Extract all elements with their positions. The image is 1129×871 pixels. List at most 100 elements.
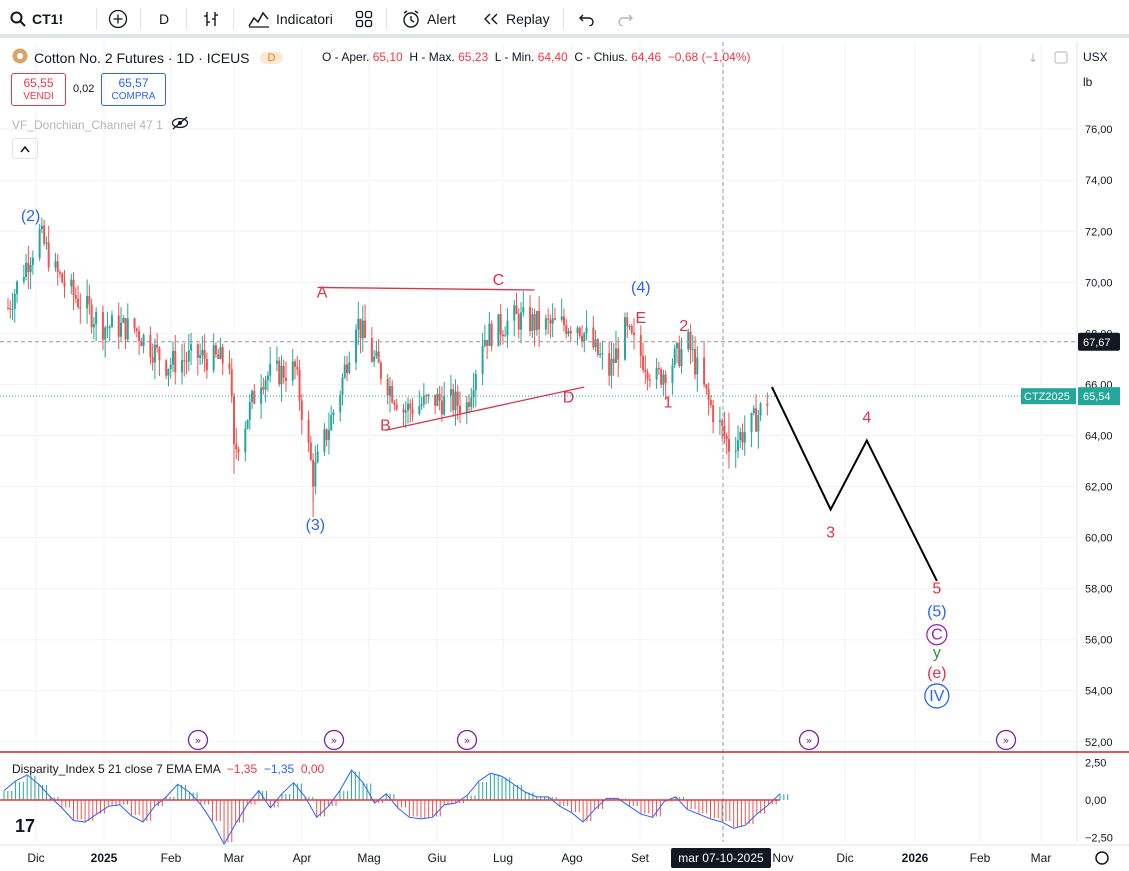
chart-type-button[interactable] — [202, 7, 220, 31]
replay-button[interactable]: Replay — [482, 7, 550, 31]
x-tick-label: Mag — [357, 851, 380, 865]
candle-body — [755, 408, 758, 432]
candle-body — [515, 305, 518, 314]
indicators-label: Indicatori — [276, 11, 333, 27]
candle-body — [124, 318, 127, 340]
candle-body — [553, 318, 556, 320]
currency-selector[interactable]: USX — [1083, 50, 1108, 64]
buy-price: 65,57 — [118, 76, 149, 90]
candle-body — [58, 272, 61, 274]
chevron-up-icon — [20, 142, 30, 156]
chart-background — [0, 42, 1129, 871]
collapse-legend-button[interactable] — [12, 138, 38, 159]
candle-body — [327, 430, 330, 441]
wave-label-circle — [926, 624, 948, 646]
candle-body — [291, 361, 294, 381]
disparity-value-2: −1,35 — [263, 762, 295, 776]
candle-body — [278, 360, 281, 385]
templates-icon — [355, 10, 373, 28]
candle-body — [443, 395, 446, 415]
buy-label: COMPRA — [111, 91, 156, 102]
y-tick-label: 70,00 — [1085, 277, 1113, 289]
candle-body — [549, 319, 552, 324]
candle-body — [578, 327, 581, 336]
candle-body — [133, 318, 136, 329]
candle-body — [7, 307, 9, 309]
wave-label: D — [563, 389, 575, 406]
wave-label: (5) — [927, 604, 947, 621]
templates-button[interactable] — [355, 7, 373, 31]
candle-body — [691, 349, 694, 351]
crosshair-date-tag — [671, 848, 771, 868]
candle-body — [149, 335, 152, 358]
candle-body — [551, 318, 554, 324]
candle-body — [520, 312, 523, 330]
undo-button[interactable] — [578, 7, 596, 31]
ohlc-close-label: C - Chius. — [574, 50, 628, 64]
candle-body — [357, 318, 360, 330]
interval-button[interactable]: D — [159, 7, 169, 31]
candle-body — [361, 320, 364, 339]
ohlc-high-label: H - Max. — [409, 50, 455, 64]
candle-body — [562, 316, 565, 326]
candle-body — [449, 389, 452, 396]
toolbar-divider — [563, 8, 564, 30]
candle-body — [581, 335, 584, 342]
candle-body — [332, 412, 335, 416]
wave-label: 2 — [679, 318, 688, 335]
candle-body — [617, 348, 620, 360]
indicators-button[interactable]: Indicatori — [248, 7, 333, 31]
candle-body — [456, 391, 459, 406]
candle-body — [88, 295, 91, 305]
candle-body — [427, 394, 430, 397]
ohlc-low-label: L - Min. — [494, 50, 535, 64]
candle-body — [79, 307, 82, 309]
candle-body — [404, 410, 407, 413]
candle-body — [201, 350, 204, 356]
candle-body — [486, 339, 489, 346]
candle-body — [217, 354, 220, 359]
buy-button[interactable]: 65,57 COMPRA — [101, 73, 166, 106]
event-marker-icon — [995, 729, 1017, 751]
candle-body — [31, 257, 34, 265]
candle-body — [165, 360, 168, 376]
x-tick-label: 2026 — [902, 851, 929, 865]
candle-body — [736, 440, 739, 451]
sell-button[interactable]: 65,55 VENDI — [11, 73, 66, 106]
candle-body — [377, 351, 380, 363]
unit-selector[interactable]: lb — [1083, 75, 1093, 89]
candle-body — [391, 386, 394, 403]
y-tick-label: 74,00 — [1085, 175, 1113, 187]
disparity-legend[interactable]: Disparity_Index 5 21 close 7 EMA EMA −1,… — [12, 762, 324, 776]
indicator-legend-donchian[interactable]: VF_Donchian_Channel 47 1 — [12, 116, 189, 133]
candle-body — [122, 318, 125, 323]
candle-body — [348, 362, 351, 373]
candle-body — [712, 405, 715, 423]
undo-icon — [578, 12, 596, 26]
redo-button[interactable] — [616, 7, 634, 31]
wave-label: 3 — [826, 525, 835, 542]
candle-body — [203, 350, 206, 360]
add-symbol-button[interactable] — [108, 7, 128, 31]
disparity-tick-label: 0,00 — [1085, 795, 1106, 807]
wave-label: (e) — [927, 665, 947, 682]
candle-body — [314, 461, 317, 487]
candle-body — [420, 404, 423, 406]
candle-body — [309, 442, 312, 460]
candle-body — [284, 377, 287, 381]
candle-body — [725, 435, 728, 440]
candle-body — [418, 405, 421, 414]
wave-label: E — [635, 310, 646, 327]
wave-label: C — [493, 272, 505, 289]
candle-body — [468, 402, 471, 407]
ohlc-high-value: 65,23 — [458, 50, 489, 64]
alert-button[interactable]: Alert — [401, 7, 456, 31]
trendline — [385, 386, 585, 432]
symbol-search-button[interactable]: CT1! — [10, 7, 63, 31]
hidden-eye-icon[interactable] — [171, 116, 189, 133]
candle-body — [628, 325, 631, 327]
candle-body — [696, 357, 699, 375]
chart-area[interactable]: 76,0074,0072,0070,0068,0066,0064,0062,00… — [0, 42, 1129, 871]
candle-body — [11, 308, 14, 310]
candle-body — [671, 365, 674, 384]
